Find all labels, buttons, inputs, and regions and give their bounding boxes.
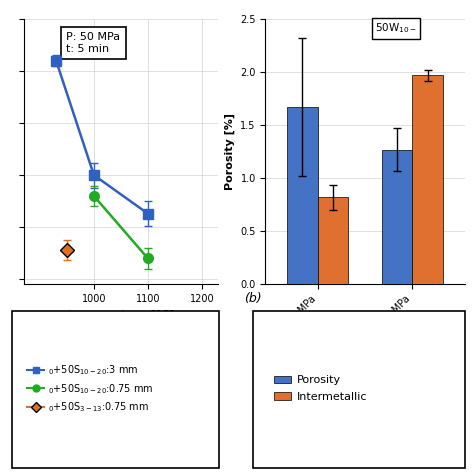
Text: (b): (b) <box>244 292 262 304</box>
Bar <box>382 150 412 284</box>
Y-axis label: Porosity [%]: Porosity [%] <box>224 113 235 190</box>
Bar <box>412 75 443 284</box>
FancyBboxPatch shape <box>11 311 219 468</box>
Bar <box>287 107 318 284</box>
Bar <box>318 197 348 284</box>
Text: 50W$_{10-}$: 50W$_{10-}$ <box>375 22 417 36</box>
FancyBboxPatch shape <box>254 311 465 468</box>
Legend: Porosity, Intermetallic: Porosity, Intermetallic <box>270 371 372 407</box>
Legend: $_0$+50S$_{10-20}$:3 mm, $_0$+50S$_{10-20}$:0.75 mm, $_0$+50S$_{3-13}$:0.75 mm: $_0$+50S$_{10-20}$:3 mm, $_0$+50S$_{10-2… <box>23 359 157 418</box>
X-axis label: temperature [°C]: temperature [°C] <box>68 310 174 320</box>
Text: P: 50 MPa
t: 5 min: P: 50 MPa t: 5 min <box>66 32 120 54</box>
